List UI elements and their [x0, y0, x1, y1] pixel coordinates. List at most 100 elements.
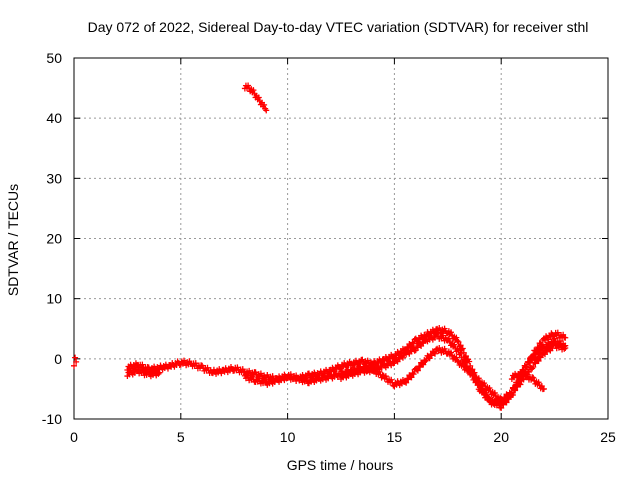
y-tick-label: -10: [42, 411, 62, 427]
data-point: [376, 368, 383, 375]
data-point: [405, 376, 412, 383]
data-point: [410, 371, 417, 378]
data-point: [419, 360, 426, 367]
x-axis-label: GPS time / hours: [287, 457, 394, 473]
x-tick-label: 25: [600, 429, 616, 445]
x-tick-label: 0: [70, 429, 78, 445]
data-point: [454, 337, 461, 344]
data-point: [448, 329, 455, 336]
data-point: [250, 87, 257, 94]
x-tick-label: 5: [177, 429, 185, 445]
data-point: [522, 363, 529, 370]
data-point: [562, 334, 569, 341]
data-point: [410, 340, 417, 347]
data-point: [485, 394, 492, 401]
data-point: [448, 349, 455, 356]
x-tick-label: 15: [387, 429, 403, 445]
data-point: [453, 354, 460, 361]
data-point: [164, 365, 171, 372]
data-point: [491, 389, 498, 396]
data-point: [540, 385, 547, 392]
data-point: [73, 358, 80, 365]
data-point: [513, 383, 520, 390]
data-point: [218, 370, 225, 377]
data-point: [480, 387, 487, 394]
data-point: [534, 357, 541, 364]
data-point: [481, 380, 488, 387]
x-tick-label: 10: [280, 429, 296, 445]
data-point: [263, 107, 270, 114]
data-point: [524, 359, 531, 366]
data-point: [382, 373, 389, 380]
data-point: [562, 345, 569, 352]
chart-title: Day 072 of 2022, Sidereal Day-to-day VTE…: [88, 19, 589, 35]
data-point: [403, 379, 410, 386]
data-point: [470, 370, 477, 377]
grid: [74, 58, 608, 419]
data-point: [402, 378, 409, 385]
data-point: [525, 359, 532, 366]
data-point: [524, 368, 531, 375]
y-tick-label: 40: [46, 110, 62, 126]
data-point: [404, 375, 411, 382]
data-point: [399, 354, 406, 361]
data-point: [507, 390, 514, 397]
data-point: [462, 353, 469, 360]
data-point: [561, 345, 568, 352]
data-point: [379, 372, 386, 379]
data-point: [255, 94, 262, 101]
data-point: [530, 374, 537, 381]
data-point: [155, 370, 162, 377]
data-point: [457, 350, 464, 357]
y-tick-label: 30: [46, 170, 62, 186]
data-point: [417, 364, 424, 371]
data-point: [535, 357, 542, 364]
data-point: [454, 357, 461, 364]
data-point: [531, 359, 538, 366]
data-points: [71, 82, 569, 411]
data-point: [431, 334, 438, 341]
data-point: [535, 379, 542, 386]
data-point: [459, 345, 466, 352]
data-point: [409, 370, 416, 377]
data-point: [520, 367, 527, 374]
data-point: [457, 342, 464, 349]
data-point: [475, 375, 482, 382]
data-point: [454, 346, 461, 353]
data-point: [466, 358, 473, 365]
data-point: [516, 380, 523, 387]
data-point: [414, 367, 421, 374]
data-point: [523, 371, 530, 378]
data-point: [422, 358, 429, 365]
y-tick-label: 0: [54, 351, 62, 367]
data-point: [407, 373, 414, 380]
data-point: [511, 386, 518, 393]
data-point: [536, 353, 543, 360]
data-point: [537, 354, 544, 361]
data-point: [486, 385, 493, 392]
x-tick-label: 20: [493, 429, 509, 445]
data-point: [451, 341, 458, 348]
data-point: [357, 360, 364, 367]
data-point: [371, 365, 378, 372]
data-point: [508, 390, 515, 397]
y-tick-label: 10: [46, 291, 62, 307]
data-point: [261, 101, 268, 108]
data-point: [498, 404, 505, 411]
data-point: [455, 338, 462, 345]
data-point: [459, 360, 466, 367]
data-point: [456, 343, 463, 350]
axis-ticks: 0 5 10 15 20 25 -10 0 10 20 30 40 50: [42, 50, 616, 445]
y-tick-label: 50: [46, 50, 62, 66]
data-point: [465, 365, 472, 372]
data-point: [532, 360, 539, 367]
data-point: [388, 376, 395, 383]
data-point: [453, 334, 460, 341]
data-point: [408, 374, 415, 381]
y-tick-label: 20: [46, 231, 62, 247]
data-point: [462, 359, 469, 366]
data-point: [71, 362, 77, 369]
y-axis-label: SDTVAR / TECUs: [5, 184, 21, 296]
data-point: [517, 381, 524, 388]
